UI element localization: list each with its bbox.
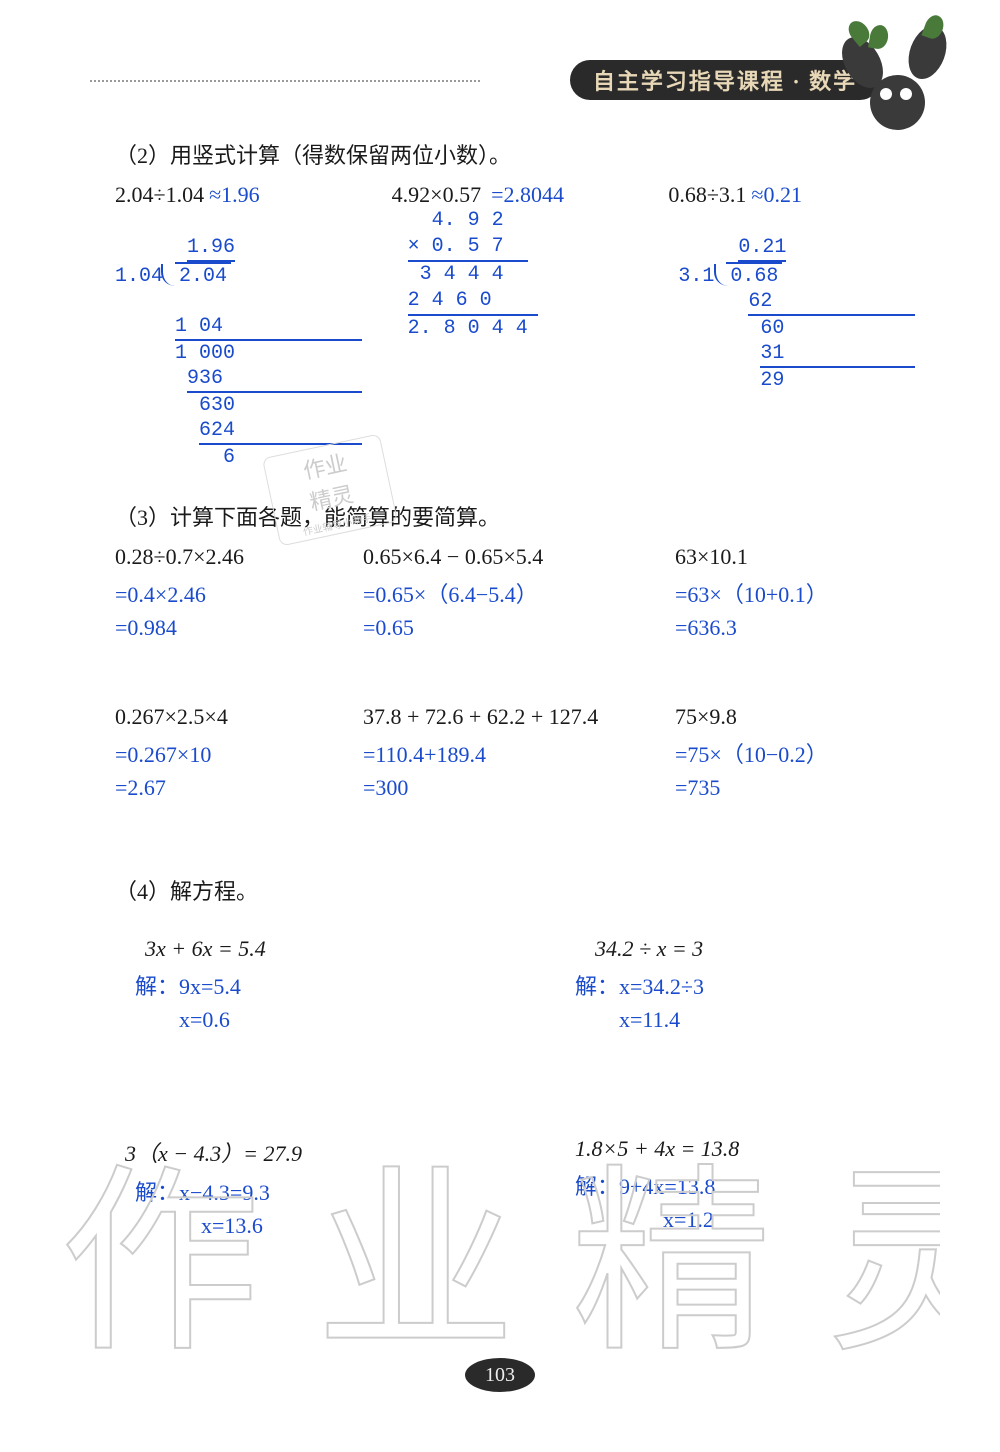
page-content: （2）用竖式计算（得数保留两位小数）。 2.04÷1.04 ≈1.96 1.96… <box>115 120 915 1242</box>
q3-r1-c2-s2: =0.65 <box>363 611 667 644</box>
q2-p3-work: 0.21 3.1 0.68 62603129 <box>668 210 915 393</box>
q3-r2-c1-s1: =0.267×10 <box>115 738 355 771</box>
q4-row2: 3（x − 4.3）= 27.9 解：x−4.3=9.3 x=13.6 1.8×… <box>115 1136 915 1242</box>
q4-title: （4）解方程。 <box>115 874 915 906</box>
q2-p1-answer: ≈1.96 <box>209 182 260 207</box>
q4-r2-c2-problem: 1.8×5 + 4x = 13.8 <box>575 1136 915 1162</box>
q3-r2-c2-problem: 37.8 + 72.6 + 62.2 + 127.4 <box>363 704 667 730</box>
q4-r2-c2: 1.8×5 + 4x = 13.8 解：9+4x=13.8 x=1.2 <box>555 1136 915 1242</box>
q4-r1-c2-s1: 解：x=34.2÷3 <box>575 970 915 1003</box>
q2-problem-2: 4.92×0.57 =2.8044 4. 9 2× 0. 5 73 4 4 42… <box>392 182 639 470</box>
q2-p2-expr: 4.92×0.57 <box>392 182 481 207</box>
q4-r2-c1-problem: 3（x − 4.3）= 27.9 <box>125 1136 475 1168</box>
q3-r1-c1-s2: =0.984 <box>115 611 355 644</box>
q3-r2-c2: 37.8 + 72.6 + 62.2 + 127.4 =110.4+189.4 … <box>363 704 667 804</box>
q3-r1-c1-problem: 0.28÷0.7×2.46 <box>115 544 355 570</box>
q4-r1-c2: 34.2 ÷ x = 3 解：x=34.2÷3 x=11.4 <box>555 936 915 1036</box>
header-band: 自主学习指导课程 · 数学 <box>570 60 880 100</box>
q3-row1: 0.28÷0.7×2.46 =0.4×2.46 =0.984 0.65×6.4 … <box>115 544 915 644</box>
q3-r1-c3-problem: 63×10.1 <box>675 544 915 570</box>
q3-title: （3）计算下面各题，能简算的要简算。 <box>115 500 915 532</box>
q2-title: （2）用竖式计算（得数保留两位小数）。 <box>115 138 915 170</box>
q3-r1-c3-s1: =63×（10+0.1） <box>675 578 915 611</box>
q4-r1-c2-problem: 34.2 ÷ x = 3 <box>595 936 915 962</box>
q2-p2-answer: =2.8044 <box>491 182 564 207</box>
q3-r2-c1-s2: =2.67 <box>115 771 355 804</box>
q2-p2-work: 4. 9 2× 0. 5 73 4 4 42 4 6 02. 8 0 4 4 <box>392 208 639 342</box>
q2-p1-expr: 2.04÷1.04 <box>115 182 204 207</box>
q4-r1-c1-s2: x=0.6 <box>135 1003 475 1036</box>
q3-r1-c2: 0.65×6.4 − 0.65×5.4 =0.65×（6.4−5.4） =0.6… <box>363 544 667 644</box>
q3-r2-c1: 0.267×2.5×4 =0.267×10 =2.67 <box>115 704 355 804</box>
q3-r2-c3-s1: =75×（10−0.2） <box>675 738 915 771</box>
q2-p3-expr: 0.68÷3.1 <box>668 182 746 207</box>
q4-r2-c1-s1: 解：x−4.3=9.3 <box>135 1176 475 1209</box>
q4-row1: 3x + 6x = 5.4 解：9x=5.4 x=0.6 34.2 ÷ x = … <box>115 936 915 1036</box>
q3-r1-c3-s2: =636.3 <box>675 611 915 644</box>
q4-r1-c1-problem: 3x + 6x = 5.4 <box>145 936 475 962</box>
header-title: 自主学习指导课程 · 数学 <box>593 64 857 96</box>
q3-r2-c2-s2: =300 <box>363 771 667 804</box>
q4-r1-c2-s2: x=11.4 <box>575 1003 915 1036</box>
q3-r2-c1-problem: 0.267×2.5×4 <box>115 704 355 730</box>
q3-r1-c1-s1: =0.4×2.46 <box>115 578 355 611</box>
q2-problem-3: 0.68÷3.1 ≈0.21 0.21 3.1 0.68 62603129 <box>668 182 915 470</box>
q2-p1-work: 1.96 1.04 2.04 1 041 0009366306246 <box>115 210 362 470</box>
q3-row2: 0.267×2.5×4 =0.267×10 =2.67 37.8 + 72.6 … <box>115 704 915 804</box>
q4-r2-c1-s2: x=13.6 <box>135 1209 475 1242</box>
q4-r2-c2-s2: x=1.2 <box>575 1203 915 1236</box>
q3-r1-c2-s1: =0.65×（6.4−5.4） <box>363 578 667 611</box>
q3-r2-c3: 75×9.8 =75×（10−0.2） =735 <box>675 704 915 804</box>
q2-problem-1: 2.04÷1.04 ≈1.96 1.96 1.04 2.04 1 041 000… <box>115 182 362 470</box>
q2-p3-answer: ≈0.21 <box>751 182 802 207</box>
q4-r1-c1-s1: 解：9x=5.4 <box>135 970 475 1003</box>
q3-r2-c2-s1: =110.4+189.4 <box>363 738 667 771</box>
q3-r2-c3-s2: =735 <box>675 771 915 804</box>
header-dotline <box>90 80 480 82</box>
q4-r2-c1: 3（x − 4.3）= 27.9 解：x−4.3=9.3 x=13.6 <box>115 1136 475 1242</box>
q3-r1-c3: 63×10.1 =63×（10+0.1） =636.3 <box>675 544 915 644</box>
q4-r1-c1: 3x + 6x = 5.4 解：9x=5.4 x=0.6 <box>115 936 475 1036</box>
q3-r2-c3-problem: 75×9.8 <box>675 704 915 730</box>
q3-r1-c1: 0.28÷0.7×2.46 =0.4×2.46 =0.984 <box>115 544 355 644</box>
q4-r2-c2-s1: 解：9+4x=13.8 <box>575 1170 915 1203</box>
q2-problems: 2.04÷1.04 ≈1.96 1.96 1.04 2.04 1 041 000… <box>115 182 915 470</box>
q3-r1-c2-problem: 0.65×6.4 − 0.65×5.4 <box>363 544 667 570</box>
page-number: 103 <box>465 1358 535 1392</box>
